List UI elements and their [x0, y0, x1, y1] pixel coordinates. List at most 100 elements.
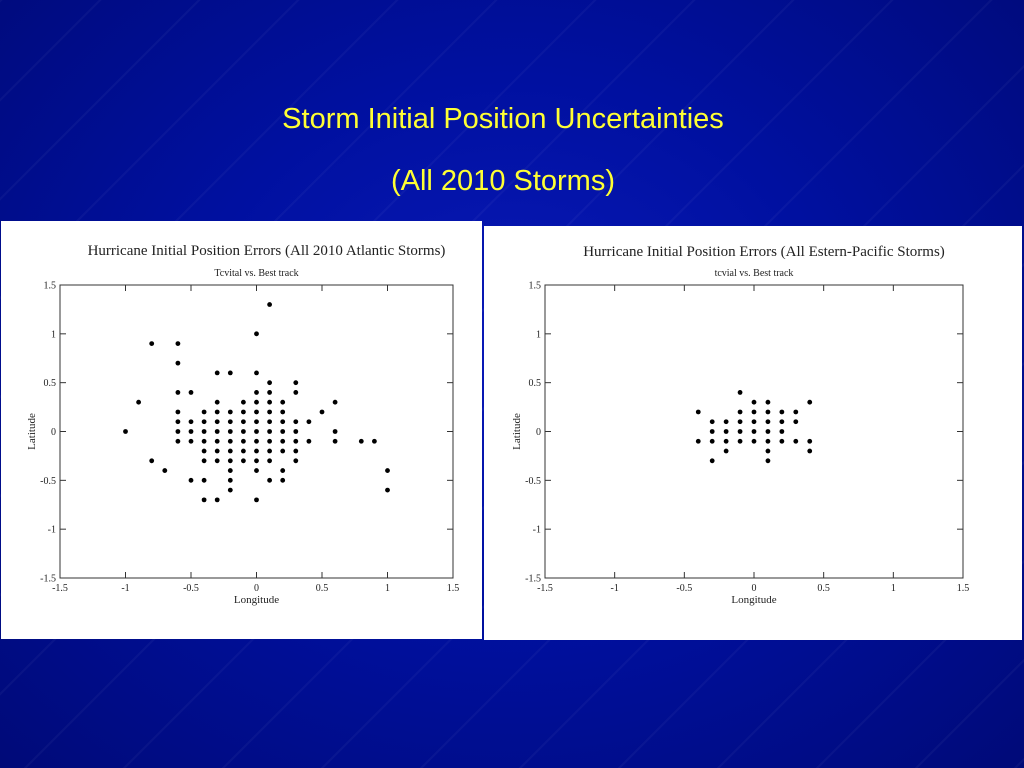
atlantic-data-point	[188, 438, 194, 444]
atlantic-data-point	[267, 458, 272, 464]
atlantic-data-point	[267, 380, 272, 386]
atlantic-data-point	[214, 429, 220, 434]
atlantic-data-point	[175, 360, 181, 366]
pacific-data-point	[779, 429, 785, 434]
pacific-data-point	[751, 409, 757, 415]
atlantic-data-point	[385, 487, 390, 493]
pacific-y-tick-label: 1.5	[529, 281, 542, 292]
atlantic-data-point	[149, 341, 155, 346]
atlantic-data-point	[175, 390, 181, 395]
atlantic-x-tick-label: -1.5	[52, 583, 68, 594]
pacific-x-tick-label: 1	[891, 583, 896, 594]
atlantic-data-point	[293, 458, 299, 464]
atlantic-data-point	[280, 438, 286, 444]
pacific-data-point	[737, 409, 743, 415]
atlantic-data-point	[385, 468, 390, 473]
atlantic-data-point	[254, 399, 259, 405]
atlantic-data-point	[175, 409, 181, 415]
pacific-x-tick-label: -0.5	[676, 583, 692, 594]
atlantic-data-point	[214, 438, 220, 444]
atlantic-data-point	[214, 448, 220, 454]
atlantic-data-point	[201, 419, 207, 425]
atlantic-data-point	[188, 390, 194, 395]
atlantic-data-point	[280, 429, 286, 434]
pacific-x-axis-label: Longitude	[731, 594, 776, 606]
pacific-x-tick-label: -1	[610, 583, 618, 594]
atlantic-data-point	[241, 448, 246, 454]
pacific-data-point	[779, 419, 785, 425]
atlantic-data-point	[201, 497, 207, 503]
atlantic-data-point	[254, 438, 259, 444]
atlantic-data-point	[227, 438, 233, 444]
pacific-data-point	[751, 438, 757, 444]
atlantic-data-point	[293, 438, 299, 444]
pacific-y-tick-label: -1	[533, 525, 541, 536]
pacific-data-point	[751, 419, 757, 425]
pacific-x-tick-label: 1.5	[957, 583, 970, 594]
atlantic-data-point	[227, 448, 233, 454]
atlantic-data-point	[214, 370, 220, 376]
atlantic-scatter-chart: Hurricane Initial Position Errors (All 2…	[26, 243, 459, 606]
atlantic-data-point	[293, 419, 299, 425]
atlantic-data-point	[227, 458, 233, 464]
pacific-x-tick-label: 0.5	[817, 583, 830, 594]
atlantic-data-point	[175, 429, 181, 434]
pacific-y-tick-label: 0	[536, 427, 541, 438]
atlantic-data-point	[241, 409, 246, 415]
atlantic-data-point	[227, 429, 233, 434]
atlantic-y-axis-label: Latitude	[26, 413, 38, 450]
slide-subtitle: (All 2010 Storms)	[390, 165, 615, 197]
atlantic-data-point	[201, 448, 207, 454]
pacific-data-point	[709, 419, 715, 425]
atlantic-data-point	[267, 399, 272, 405]
atlantic-data-point	[175, 438, 181, 444]
atlantic-data-point	[227, 370, 233, 376]
atlantic-data-point	[162, 468, 168, 473]
atlantic-data-point	[293, 390, 299, 395]
pacific-chart-title: Hurricane Initial Position Errors (All E…	[583, 244, 945, 260]
atlantic-data-point	[280, 419, 286, 425]
atlantic-data-point	[267, 477, 272, 483]
atlantic-data-point	[214, 419, 220, 425]
atlantic-x-tick-label: -0.5	[183, 583, 199, 594]
atlantic-x-tick-label: -1	[121, 583, 129, 594]
atlantic-data-point	[201, 409, 207, 415]
atlantic-chart-subtitle: Tcvital vs. Best track	[214, 268, 298, 279]
pacific-data-point	[765, 409, 771, 415]
atlantic-data-point	[254, 409, 259, 415]
atlantic-data-point	[280, 409, 286, 415]
atlantic-data-point	[188, 429, 194, 434]
eastern-pacific-plot-panel: Hurricane Initial Position Errors (All E…	[484, 226, 1022, 640]
pacific-y-axis-label: Latitude	[511, 413, 523, 450]
atlantic-data-point	[241, 458, 246, 464]
atlantic-data-point	[188, 477, 194, 483]
pacific-data-point	[779, 438, 785, 444]
atlantic-x-axis-label: Longitude	[234, 594, 279, 606]
pacific-y-tick-label: -0.5	[525, 476, 541, 487]
atlantic-data-point	[267, 302, 272, 307]
atlantic-data-point	[254, 497, 259, 503]
atlantic-data-point	[280, 477, 286, 483]
atlantic-data-point	[254, 458, 259, 464]
pacific-data-point	[807, 399, 813, 405]
atlantic-data-point	[201, 477, 207, 483]
pacific-data-point	[695, 409, 701, 415]
atlantic-y-tick-label: 1	[51, 329, 56, 340]
atlantic-data-point	[136, 399, 142, 405]
atlantic-data-point	[267, 409, 272, 415]
pacific-data-point	[765, 429, 771, 434]
atlantic-data-point	[293, 429, 299, 434]
atlantic-data-point	[201, 438, 207, 444]
atlantic-data-point	[293, 448, 299, 454]
pacific-data-point	[723, 429, 729, 434]
atlantic-data-point	[214, 497, 220, 503]
pacific-data-point	[779, 409, 785, 415]
pacific-data-point	[793, 438, 799, 444]
pacific-data-point	[765, 458, 771, 464]
atlantic-x-tick-label: 1	[385, 583, 390, 594]
atlantic-data-point	[254, 390, 259, 395]
pacific-data-point	[709, 458, 715, 464]
pacific-x-tick-label: -1.5	[537, 583, 553, 594]
pacific-data-point	[723, 438, 729, 444]
atlantic-data-point	[372, 438, 377, 444]
